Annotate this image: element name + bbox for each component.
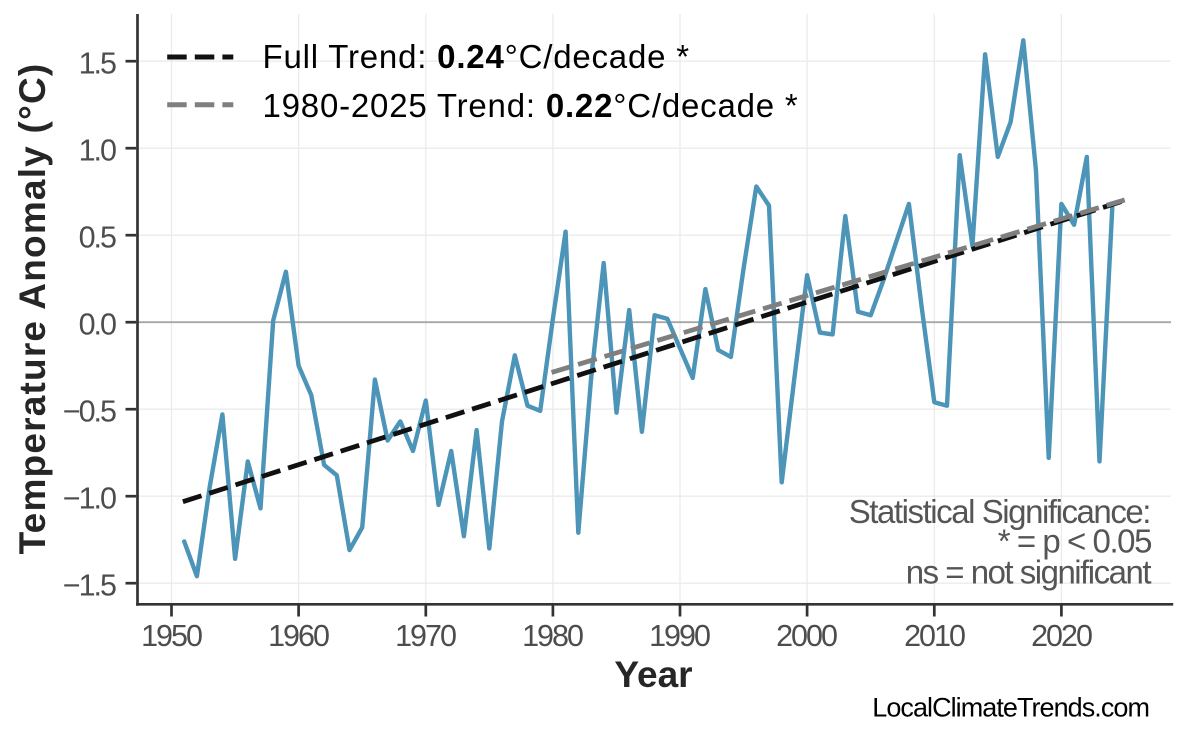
svg-text:1970: 1970 [395,619,456,653]
svg-text:2000: 2000 [776,619,837,653]
svg-text:0.5: 0.5 [79,221,116,255]
svg-text:* = p < 0.05: * = p < 0.05 [998,523,1151,560]
svg-text:−1.0: −1.0 [63,482,116,516]
svg-text:2010: 2010 [904,619,965,653]
svg-text:ns = not significant: ns = not significant [906,554,1152,591]
svg-text:1960: 1960 [268,619,329,653]
svg-text:2020: 2020 [1031,619,1092,653]
svg-text:1980: 1980 [522,619,583,653]
svg-text:Full Trend: 0.24°C/decade *: Full Trend: 0.24°C/decade * [263,38,690,75]
svg-text:1950: 1950 [141,619,202,653]
svg-text:Temperature Anomaly (°C): Temperature Anomaly (°C) [12,63,53,555]
svg-text:Statistical Significance:: Statistical Significance: [849,493,1150,530]
svg-text:1.0: 1.0 [79,134,116,168]
svg-text:1.5: 1.5 [79,47,116,81]
svg-text:1980-2025 Trend: 0.22°C/decade: 1980-2025 Trend: 0.22°C/decade * [263,87,799,124]
svg-text:1990: 1990 [649,619,710,653]
svg-text:LocalClimateTrends.com: LocalClimateTrends.com [872,693,1149,723]
svg-text:0.0: 0.0 [79,308,116,342]
svg-text:Year: Year [614,654,692,695]
svg-text:−1.5: −1.5 [63,569,116,603]
svg-text:−0.5: −0.5 [63,395,116,429]
